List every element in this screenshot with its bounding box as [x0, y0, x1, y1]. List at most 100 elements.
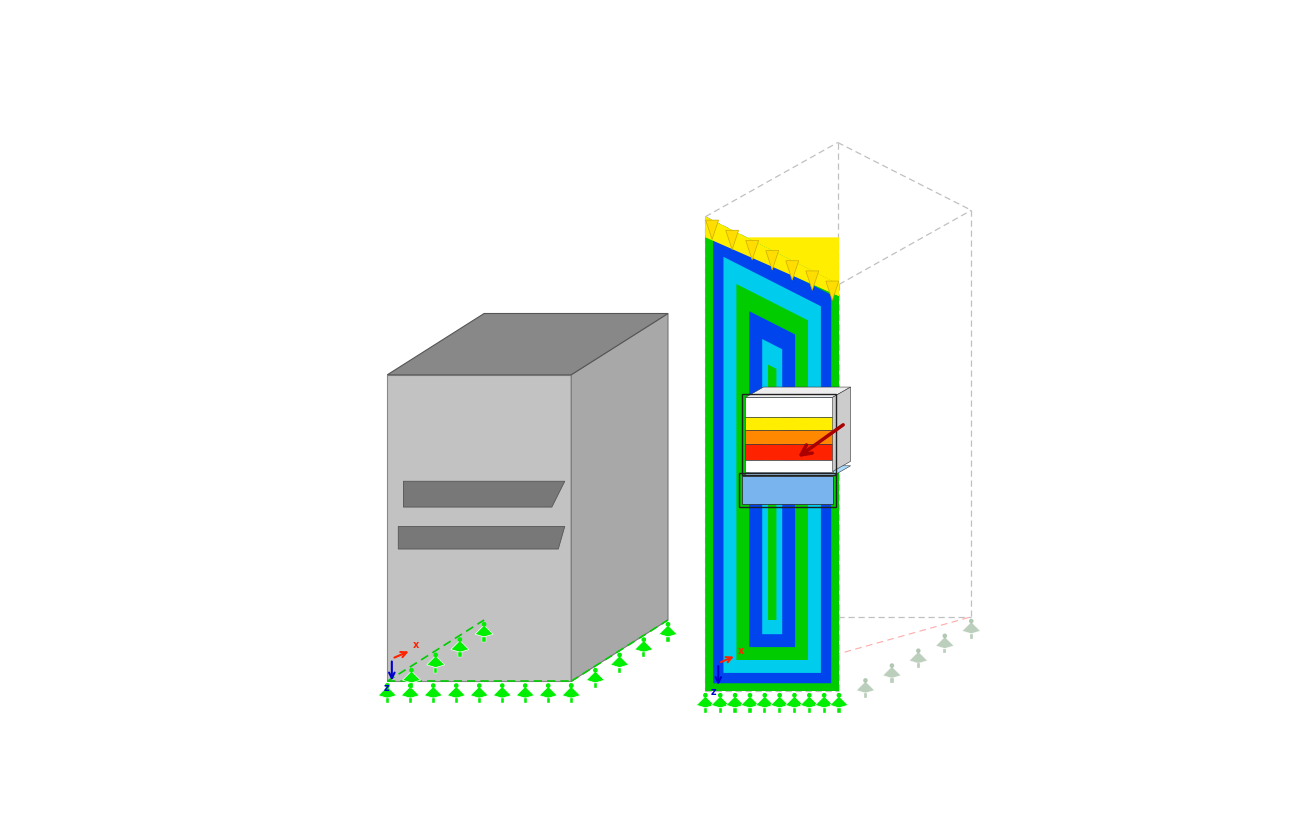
Polygon shape	[766, 251, 779, 270]
Polygon shape	[470, 686, 488, 698]
Polygon shape	[741, 696, 759, 708]
Circle shape	[386, 684, 390, 687]
Polygon shape	[917, 664, 920, 669]
Polygon shape	[857, 681, 874, 693]
Circle shape	[619, 654, 621, 656]
Polygon shape	[737, 284, 808, 660]
Circle shape	[837, 694, 841, 697]
Polygon shape	[386, 698, 390, 703]
Polygon shape	[666, 637, 670, 642]
Polygon shape	[399, 526, 565, 549]
Polygon shape	[944, 649, 946, 654]
Polygon shape	[830, 696, 848, 708]
Polygon shape	[540, 686, 557, 698]
Circle shape	[704, 694, 707, 697]
Polygon shape	[696, 696, 715, 708]
Polygon shape	[434, 668, 437, 673]
Polygon shape	[822, 708, 825, 713]
Polygon shape	[742, 298, 801, 654]
Polygon shape	[409, 683, 413, 688]
Polygon shape	[483, 637, 486, 642]
Polygon shape	[705, 217, 840, 296]
Polygon shape	[909, 652, 928, 664]
Polygon shape	[478, 698, 480, 703]
Circle shape	[837, 694, 841, 697]
Polygon shape	[745, 416, 833, 430]
Polygon shape	[792, 708, 796, 713]
Circle shape	[792, 694, 796, 697]
Polygon shape	[387, 375, 571, 681]
Polygon shape	[387, 313, 669, 375]
Polygon shape	[409, 698, 412, 703]
Polygon shape	[837, 708, 841, 713]
Polygon shape	[719, 708, 722, 713]
Polygon shape	[805, 271, 819, 290]
Polygon shape	[724, 256, 821, 673]
Circle shape	[863, 679, 867, 682]
Text: x: x	[738, 645, 745, 655]
Polygon shape	[432, 698, 434, 703]
Circle shape	[733, 694, 737, 697]
Circle shape	[808, 694, 811, 697]
Circle shape	[409, 684, 412, 687]
Circle shape	[666, 623, 670, 626]
Polygon shape	[800, 696, 819, 708]
Polygon shape	[778, 708, 782, 713]
Polygon shape	[403, 671, 421, 683]
Circle shape	[500, 684, 504, 687]
Circle shape	[524, 684, 526, 687]
Polygon shape	[837, 708, 841, 713]
Polygon shape	[704, 708, 707, 713]
Polygon shape	[494, 686, 512, 698]
Circle shape	[434, 654, 437, 656]
Polygon shape	[770, 346, 774, 627]
Polygon shape	[833, 387, 850, 472]
Polygon shape	[745, 460, 833, 472]
Polygon shape	[447, 686, 466, 698]
Polygon shape	[725, 230, 738, 250]
Circle shape	[891, 664, 894, 667]
Polygon shape	[720, 256, 825, 677]
Polygon shape	[594, 683, 597, 688]
Polygon shape	[562, 686, 580, 698]
Polygon shape	[378, 686, 396, 698]
Polygon shape	[634, 640, 653, 652]
Polygon shape	[745, 387, 850, 397]
Circle shape	[386, 684, 390, 687]
Circle shape	[409, 669, 413, 672]
Polygon shape	[424, 686, 442, 698]
Polygon shape	[386, 698, 390, 703]
Polygon shape	[815, 696, 833, 708]
Polygon shape	[786, 696, 804, 708]
Circle shape	[478, 684, 480, 687]
Polygon shape	[562, 686, 580, 698]
Circle shape	[944, 634, 946, 638]
Circle shape	[432, 684, 434, 687]
Polygon shape	[705, 217, 840, 691]
Polygon shape	[659, 625, 676, 637]
Polygon shape	[705, 217, 840, 284]
Polygon shape	[516, 686, 534, 698]
Polygon shape	[705, 220, 719, 240]
Polygon shape	[745, 397, 833, 416]
Polygon shape	[611, 656, 629, 668]
Polygon shape	[936, 637, 954, 649]
Polygon shape	[745, 444, 833, 460]
Circle shape	[917, 649, 920, 652]
Polygon shape	[401, 686, 420, 698]
Text: x: x	[413, 640, 420, 650]
Polygon shape	[771, 696, 788, 708]
Circle shape	[719, 694, 722, 697]
Polygon shape	[749, 311, 795, 647]
Polygon shape	[745, 430, 833, 444]
Polygon shape	[883, 666, 901, 678]
Polygon shape	[587, 671, 604, 683]
Polygon shape	[755, 322, 788, 640]
Polygon shape	[769, 365, 776, 620]
Circle shape	[642, 638, 645, 641]
Polygon shape	[404, 481, 565, 507]
Polygon shape	[500, 698, 504, 703]
Polygon shape	[962, 622, 980, 634]
Polygon shape	[763, 708, 766, 713]
Circle shape	[458, 638, 462, 641]
